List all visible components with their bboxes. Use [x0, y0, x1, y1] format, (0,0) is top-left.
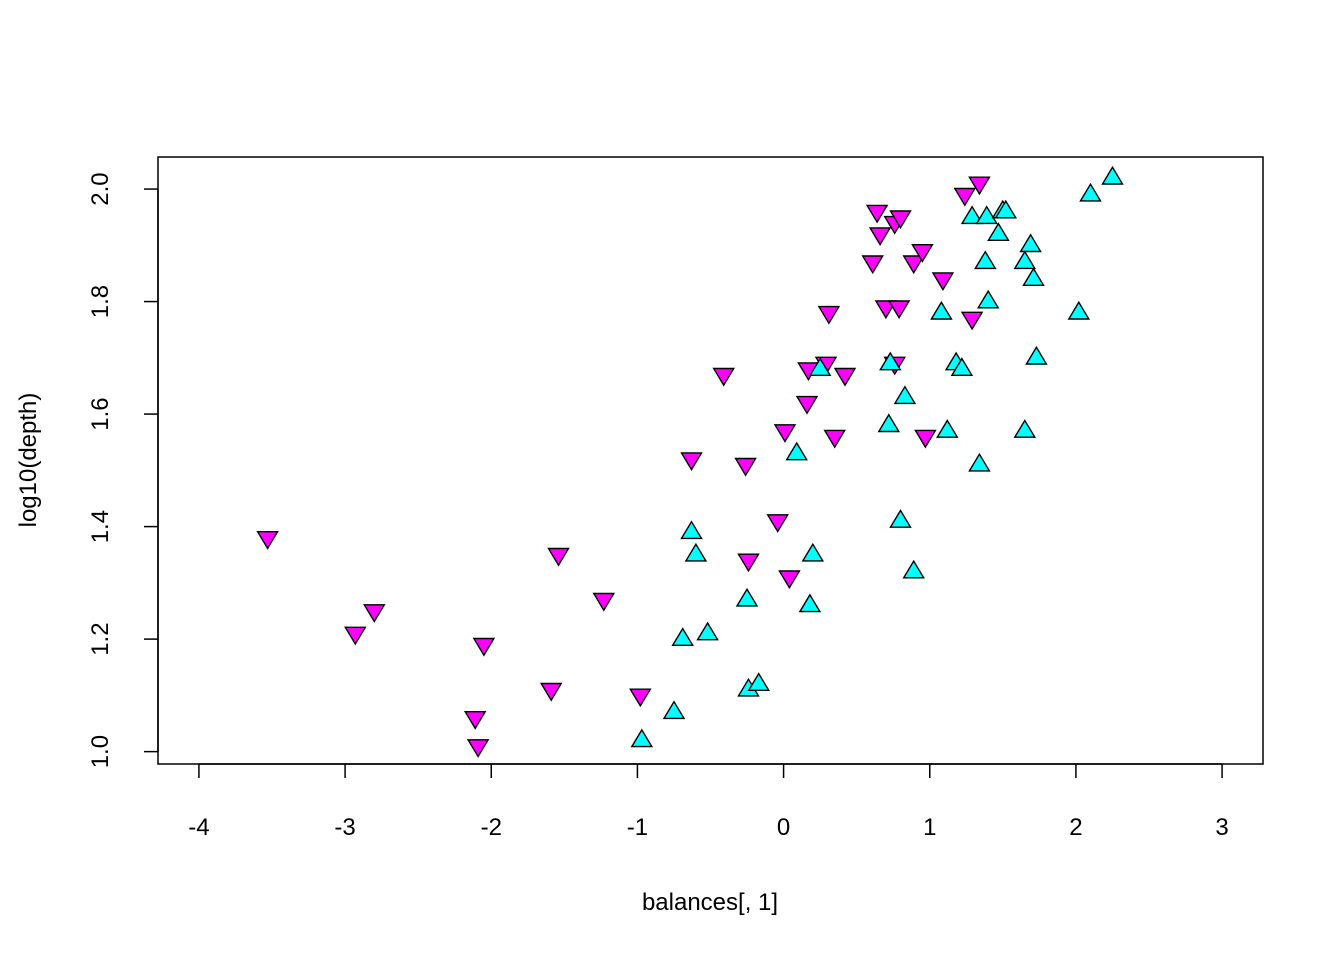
data-point-triangle-down [363, 604, 386, 623]
data-point-triangle-down [344, 626, 367, 646]
y-axis-title: log10(depth) [15, 393, 42, 528]
data-point-triangle-down [773, 424, 797, 443]
data-point-triangle-up [930, 300, 953, 320]
data-point-triangle-up [950, 357, 974, 376]
data-point-triangle-up [1101, 165, 1124, 185]
x-tick-label: -2 [481, 814, 502, 841]
data-point-triangle-up [696, 621, 719, 641]
data-point-triangle-down [539, 682, 563, 702]
data-point-triangle-up [1022, 267, 1045, 286]
data-point-triangle-up [808, 357, 832, 376]
data-point-triangle-up [877, 413, 901, 433]
data-point-triangle-down [734, 457, 757, 477]
data-point-triangle-up [801, 542, 825, 562]
y-axis: 1.0 1.2 1.4 1.6 1.8 2.0 [87, 172, 159, 768]
points-layer [256, 165, 1124, 758]
y-tick-label: 1.2 [87, 622, 114, 655]
plot-frame [157, 156, 1264, 765]
data-point-triangle-down [592, 592, 616, 612]
data-point-triangle-down [817, 305, 841, 325]
data-point-triangle-up [994, 199, 1018, 219]
y-tick-label: 1.0 [87, 735, 114, 768]
data-point-triangle-up [747, 672, 770, 691]
data-point-triangle-up [671, 627, 694, 646]
data-point-triangle-down [953, 187, 977, 207]
data-point-triangle-up [630, 728, 654, 748]
data-point-triangle-down [914, 429, 937, 449]
data-point-triangle-up [1013, 419, 1037, 438]
data-point-triangle-down [463, 711, 487, 730]
data-point-triangle-up [987, 222, 1010, 242]
x-tick-label: 0 [777, 814, 790, 841]
data-point-triangle-down [889, 210, 912, 230]
data-point-triangle-up [1079, 182, 1102, 202]
data-point-triangle-up [1067, 300, 1091, 320]
series-triangle-up [630, 165, 1124, 748]
data-point-triangle-up [879, 351, 902, 371]
x-tick-label: 2 [1069, 814, 1082, 841]
data-point-triangle-down [712, 367, 735, 387]
data-point-triangle-up [975, 205, 998, 225]
x-tick-label: -1 [627, 814, 648, 841]
data-point-triangle-up [735, 587, 759, 607]
data-point-triangle-up [785, 441, 808, 461]
data-point-triangle-up [968, 452, 991, 472]
data-point-triangle-down [833, 367, 857, 387]
data-point-triangle-down [960, 311, 984, 331]
x-axis-title: balances[, 1] [642, 889, 778, 916]
data-point-triangle-up [889, 509, 912, 528]
data-point-triangle-up [936, 419, 959, 438]
y-tick-label: 2.0 [87, 172, 114, 205]
data-point-triangle-up [1025, 345, 1048, 365]
y-tick-label: 1.8 [87, 285, 114, 318]
y-tick-label: 1.6 [87, 397, 114, 430]
y-tick-label: 1.4 [87, 510, 114, 543]
x-axis: -4 -3 -2 -1 0 1 2 3 [188, 763, 1229, 841]
data-point-triangle-down [795, 395, 819, 415]
data-point-triangle-up [893, 385, 917, 405]
x-tick-label: -4 [188, 814, 209, 841]
data-point-triangle-down [868, 227, 892, 246]
data-point-triangle-up [680, 520, 703, 540]
data-point-triangle-up [974, 250, 997, 270]
data-point-triangle-down [256, 531, 279, 550]
data-point-triangle-up [1019, 233, 1042, 253]
data-point-triangle-up [684, 542, 708, 562]
data-point-triangle-up [960, 205, 984, 225]
x-tick-label: -3 [334, 814, 355, 841]
data-point-triangle-down [737, 553, 760, 573]
data-point-triangle-up [976, 289, 1000, 309]
x-tick-label: 1 [923, 814, 936, 841]
data-point-triangle-down [629, 688, 652, 708]
data-point-triangle-down [547, 547, 570, 567]
data-point-triangle-up [902, 559, 925, 579]
data-point-triangle-up [798, 593, 822, 613]
data-point-triangle-up [662, 700, 686, 720]
data-point-triangle-up [1013, 250, 1037, 270]
data-point-triangle-down [887, 300, 911, 320]
data-point-triangle-down [931, 272, 955, 291]
series-triangle-down [256, 176, 991, 758]
data-point-triangle-down [680, 452, 703, 471]
data-point-triangle-down [472, 637, 496, 657]
x-tick-label: 3 [1215, 814, 1228, 841]
data-point-triangle-down [766, 514, 789, 533]
data-point-triangle-down [861, 255, 884, 275]
data-point-triangle-down [902, 255, 925, 275]
data-point-triangle-down [865, 204, 889, 224]
data-point-triangle-down [778, 570, 801, 590]
data-point-triangle-down [466, 739, 490, 758]
data-point-triangle-down [823, 429, 846, 449]
data-point-triangle-down [968, 176, 991, 196]
data-point-triangle-down [911, 243, 934, 263]
